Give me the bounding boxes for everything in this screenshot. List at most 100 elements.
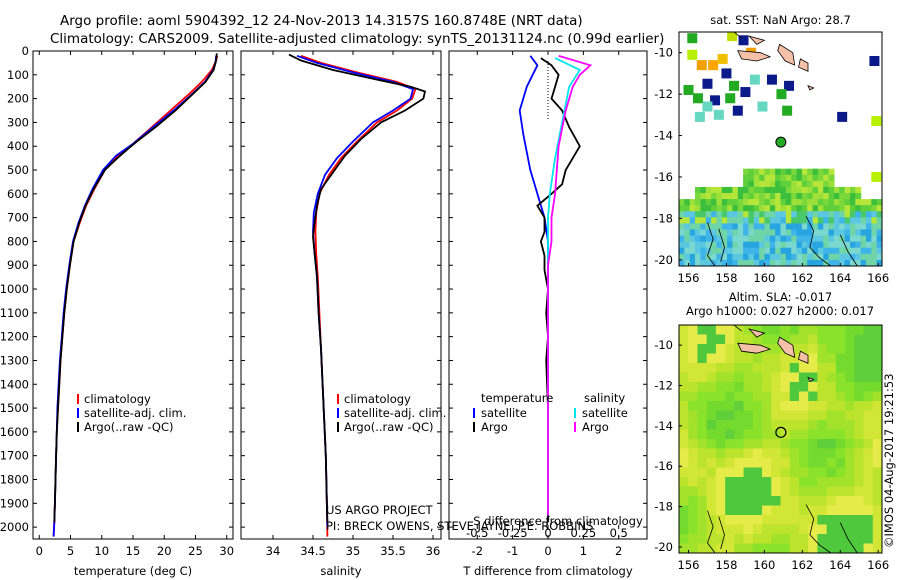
sst-cell <box>855 217 862 225</box>
sst-cell <box>839 211 846 218</box>
sst-cell <box>791 199 798 206</box>
map-y-tick-label: -10 <box>654 338 673 352</box>
sst-cell <box>871 217 878 225</box>
sst-cell <box>748 186 755 194</box>
sla-cell <box>706 401 717 412</box>
x-tick-label: 36 <box>426 544 441 558</box>
sla-cell <box>854 534 865 545</box>
y-tick-label: 1100 <box>0 306 29 320</box>
sst-cell <box>737 259 744 266</box>
sst-cell <box>833 223 840 231</box>
island-shape <box>737 50 772 62</box>
sst-cell <box>727 193 734 200</box>
sst-cell <box>817 235 824 243</box>
sst-cell <box>705 211 712 218</box>
coastline <box>707 222 716 266</box>
sst-cell <box>689 235 696 243</box>
sla-cell <box>817 534 828 545</box>
sst-cell <box>737 235 744 243</box>
sla-cell <box>872 363 882 374</box>
sla-cell <box>715 524 726 535</box>
sst-cell <box>823 186 830 194</box>
map-x-tick-label: 156 <box>678 271 700 285</box>
island-shape <box>807 85 815 91</box>
sla-cell <box>688 363 699 374</box>
sla-cell <box>715 420 726 431</box>
sst-cell <box>833 259 840 266</box>
sst-cell <box>801 217 808 225</box>
sst-cell <box>748 180 755 188</box>
sla-cell <box>771 458 782 469</box>
sst-cell <box>684 241 691 249</box>
sst-cell <box>705 229 712 237</box>
sla-cell <box>789 458 800 469</box>
sst-cell <box>689 217 696 225</box>
sla-cell <box>798 477 809 488</box>
sst-cell <box>791 259 798 266</box>
sst-cell <box>796 205 803 212</box>
sla-cell <box>863 363 874 374</box>
sst-cell <box>727 217 734 225</box>
sst-cell <box>732 229 739 237</box>
sst-cell <box>759 186 766 194</box>
map-x-tick-label: 164 <box>829 558 851 572</box>
sla-cell <box>771 382 782 393</box>
sla-cell <box>762 448 772 459</box>
island-shape <box>807 376 815 383</box>
sst-cell <box>876 235 882 243</box>
sst-cell <box>784 80 795 91</box>
x-tick-label: 30 <box>219 544 234 558</box>
sst-cell <box>753 174 760 182</box>
map-frame <box>678 324 883 554</box>
sst-cell <box>759 235 766 243</box>
sst-cell <box>782 105 793 116</box>
sla-cell <box>706 353 717 364</box>
sla-map-panel: 156 158 160 162 164 166 -10 -12 -14 -16 -18 -20 Alti… <box>654 290 889 572</box>
sst-cell <box>833 186 840 194</box>
sst-cell <box>871 247 878 255</box>
sst-cell <box>855 253 862 261</box>
sst-cell <box>855 259 862 266</box>
sla-cell <box>817 524 828 535</box>
sst-cell <box>710 95 721 106</box>
sla-cell <box>697 458 708 469</box>
sst-cell <box>716 211 723 218</box>
sst-cell <box>700 235 707 243</box>
sla-cell <box>808 543 819 553</box>
sst-cell <box>812 247 819 255</box>
sst-cell <box>679 235 685 243</box>
sla-cell <box>752 410 763 421</box>
sla-cell <box>854 467 865 478</box>
sst-cell <box>876 217 882 225</box>
sst-cell <box>812 235 819 243</box>
sla-cell <box>688 372 699 383</box>
sst-cell <box>860 223 867 231</box>
sst-cell <box>711 259 717 266</box>
sst-cell <box>753 241 760 249</box>
sla-cell <box>845 524 855 535</box>
sst-cell <box>775 259 782 266</box>
sst-cell <box>748 235 755 243</box>
sst-cell <box>796 211 803 218</box>
sst-cell <box>849 199 856 206</box>
sla-cell <box>762 467 772 478</box>
sla-cell <box>826 448 837 459</box>
sst-cell <box>801 180 808 188</box>
sla-cell <box>835 524 846 535</box>
map-x-tick-label: 158 <box>715 558 737 572</box>
secondary-axis-label: S difference from climatology <box>473 514 643 528</box>
sst-cell <box>860 259 867 266</box>
argo-position-marker <box>775 426 787 438</box>
sst-cell <box>753 217 760 225</box>
sst-cell <box>753 235 760 243</box>
sla-cell <box>771 410 782 421</box>
sla-cell <box>780 477 791 488</box>
sla-cell <box>808 353 819 364</box>
sst-cell <box>785 247 792 255</box>
sst-cell <box>865 205 872 212</box>
sst-cell <box>721 186 728 194</box>
sla-cell <box>845 515 855 526</box>
sst-cell <box>740 87 751 98</box>
sst-cell <box>849 235 856 243</box>
sst-cell <box>689 223 696 231</box>
